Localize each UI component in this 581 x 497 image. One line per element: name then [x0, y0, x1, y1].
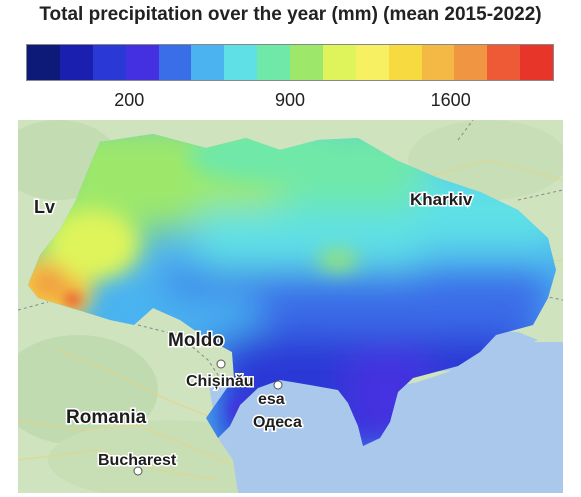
colorbar-tick-label: 900: [274, 90, 306, 110]
colorbar-swatch: [487, 45, 521, 80]
chart-title: Total precipitation over the year (mm) (…: [39, 4, 542, 25]
colorbar-swatch: [125, 45, 159, 80]
colorbar-swatch: [454, 45, 488, 80]
colorbar-swatch: [92, 45, 126, 80]
chisinau-label: Chișinău: [186, 373, 254, 390]
precipitation-map[interactable]: Lv Kharkiv Moldo Chișinău esa Одеса Roma…: [18, 120, 563, 493]
colorbar-swatch: [158, 45, 192, 80]
colorbar-swatch: [388, 45, 422, 80]
colorbar-swatch: [224, 45, 258, 80]
colorbar-tick-label: 1600: [430, 90, 471, 110]
romania-label: Romania: [66, 407, 147, 428]
colorbar-tick-label: 200: [114, 90, 145, 110]
bucharest-dot: [133, 466, 143, 476]
lviv-label: Lv: [34, 197, 55, 217]
odesa-dot: [273, 380, 283, 390]
bucharest-label: Bucharest: [98, 452, 177, 469]
kharkiv-label: Kharkiv: [410, 190, 473, 209]
colorbar-swatch: [59, 45, 93, 80]
colorbar-legend: [26, 44, 554, 81]
colorbar-swatch: [257, 45, 290, 80]
colorbar-tick-labels: 200 900 1600: [0, 90, 581, 114]
colorbar-swatch: [421, 45, 455, 80]
colorbar-swatch: [290, 45, 323, 80]
colorbar-swatch: [27, 45, 60, 80]
colorbar-swatch: [191, 45, 225, 80]
odesa-latin-label: esa: [258, 391, 285, 408]
colorbar-swatch: [322, 45, 356, 80]
odesa-cyrillic-label: Одеса: [253, 414, 302, 431]
chisinau-dot: [216, 359, 226, 369]
map-canvas: Lv Kharkiv Moldo Chișinău esa Одеса Roma…: [18, 120, 563, 493]
moldova-label: Moldo: [168, 330, 224, 351]
country-borders: [18, 120, 563, 431]
colorbar-swatch: [355, 45, 389, 80]
colorbar-swatch: [520, 45, 553, 80]
